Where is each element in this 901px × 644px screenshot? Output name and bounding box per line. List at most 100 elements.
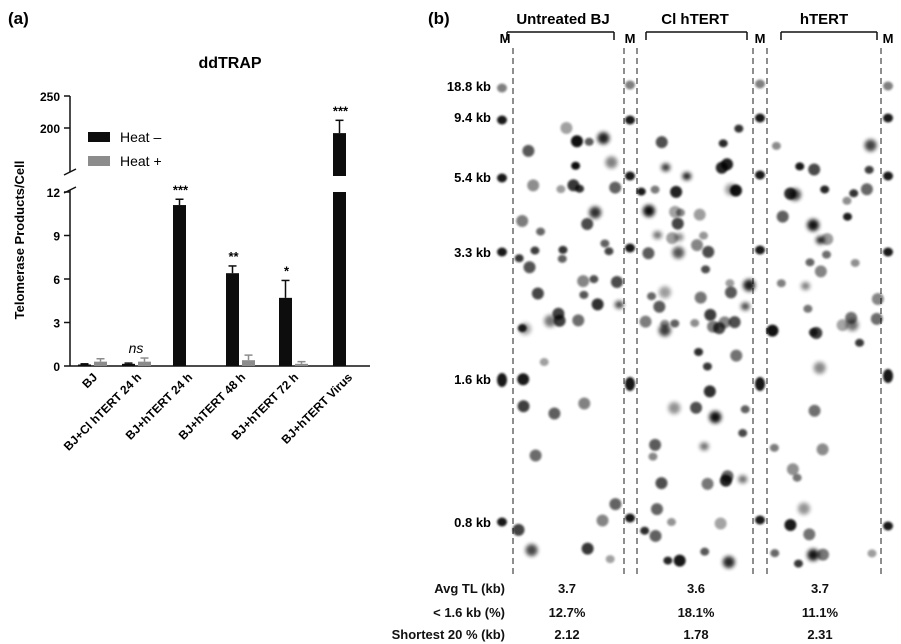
gel-band — [530, 247, 539, 255]
gel-band — [725, 286, 737, 298]
size-label-1.6kb: 1.6 kb — [454, 372, 491, 387]
gel-band — [822, 251, 831, 259]
gel-band — [648, 453, 657, 461]
gel-band — [669, 206, 681, 218]
gel-band — [755, 171, 765, 180]
gel-band — [694, 348, 703, 356]
stats-shortest20-cl-htert: 1.78 — [683, 627, 708, 642]
gel-band — [625, 81, 635, 90]
gel-band — [643, 205, 655, 217]
stats-row-label-avg-tl: Avg TL (kb) — [434, 581, 505, 596]
gel-band — [741, 405, 750, 413]
gel-band — [611, 276, 623, 288]
stats-short-untreated: 12.7% — [549, 605, 586, 620]
gel-band — [700, 548, 709, 556]
gel-band — [701, 265, 710, 273]
stats-shortest20-untreated: 2.12 — [554, 627, 579, 642]
gel-band — [670, 319, 679, 327]
gel-band — [784, 519, 796, 531]
gel-band — [810, 327, 822, 339]
stats-row-label-shortest20: Shortest 20 % (kb) — [392, 627, 505, 642]
gel-band — [571, 162, 580, 170]
gel-band — [730, 350, 742, 362]
gel-band — [883, 522, 893, 531]
gel-band — [734, 125, 743, 133]
gel-band — [861, 183, 873, 195]
gel-band — [651, 503, 663, 515]
size-label-3.3kb: 3.3 kb — [454, 245, 491, 260]
gel-band — [772, 142, 781, 150]
gel-band — [625, 377, 635, 391]
gel-band — [803, 305, 812, 313]
gel-band — [814, 362, 826, 374]
gel-band — [691, 239, 703, 251]
gel-band — [713, 322, 725, 334]
gel-band — [803, 528, 815, 540]
gel-band — [597, 515, 609, 527]
gel-band — [738, 475, 747, 483]
gel-band — [883, 172, 893, 181]
gel-band — [659, 286, 671, 298]
gel-band — [766, 325, 778, 337]
gel-band — [609, 498, 621, 510]
gel-band — [843, 213, 852, 221]
gel-band — [851, 259, 860, 267]
gel-band — [871, 313, 883, 325]
gel-band — [577, 275, 589, 287]
stats-row-label-short: < 1.6 kb (%) — [433, 605, 505, 620]
gel-band — [558, 255, 567, 263]
gel-band — [540, 358, 549, 366]
size-label-9.4kb: 9.4 kb — [454, 110, 491, 125]
gel-band — [801, 282, 810, 290]
gel-band — [661, 163, 670, 171]
gel-band — [883, 82, 893, 91]
gel-band — [625, 244, 635, 253]
gel-band — [637, 188, 646, 196]
gel-band — [548, 407, 560, 419]
gel-band — [867, 549, 876, 557]
gel-band — [738, 429, 747, 437]
gel-band — [649, 439, 661, 451]
gel-band — [723, 556, 735, 568]
gel-band — [597, 132, 609, 144]
gel-band — [690, 402, 702, 414]
gel-band — [653, 301, 665, 313]
gel-band — [670, 186, 682, 198]
stats-short-htert: 11.1% — [802, 605, 839, 620]
gel-band — [770, 444, 779, 452]
gel-band — [704, 309, 716, 321]
gel-band — [695, 292, 707, 304]
gel-band — [625, 172, 635, 181]
gel-band — [820, 185, 829, 193]
marker-label-3: M — [755, 31, 766, 46]
stats-table: Avg TL (kb) 3.7 3.6 3.7 < 1.6 kb (%) 12.… — [392, 581, 839, 642]
gel-band — [582, 543, 594, 555]
gel-band — [589, 275, 598, 283]
gel-band — [883, 114, 893, 123]
gel-band — [837, 319, 849, 331]
gel-band — [715, 518, 727, 530]
gel-band — [849, 189, 858, 197]
gel-band — [787, 463, 799, 475]
gel-band — [816, 236, 825, 244]
gel-band — [807, 549, 819, 561]
size-label-5.4kb: 5.4 kb — [454, 170, 491, 185]
stats-avg-tl-cl-htert: 3.6 — [687, 581, 705, 596]
gel-band — [642, 247, 654, 259]
gel-band — [817, 443, 829, 455]
gel-band — [721, 470, 733, 482]
gel-band — [647, 292, 656, 300]
stats-avg-tl-untreated: 3.7 — [558, 581, 576, 596]
gel-band — [571, 135, 583, 147]
gel-band — [777, 211, 789, 223]
gel-band — [709, 411, 721, 423]
gel-band — [755, 246, 765, 255]
gel-band — [755, 80, 765, 89]
gel-bands — [497, 80, 893, 569]
gel-band — [532, 288, 544, 300]
gel-band — [798, 503, 810, 515]
gel-band — [516, 215, 528, 227]
gel-band — [556, 185, 565, 193]
group-label-cl-htert: Cl hTERT — [661, 11, 729, 28]
gel-band — [872, 293, 884, 305]
